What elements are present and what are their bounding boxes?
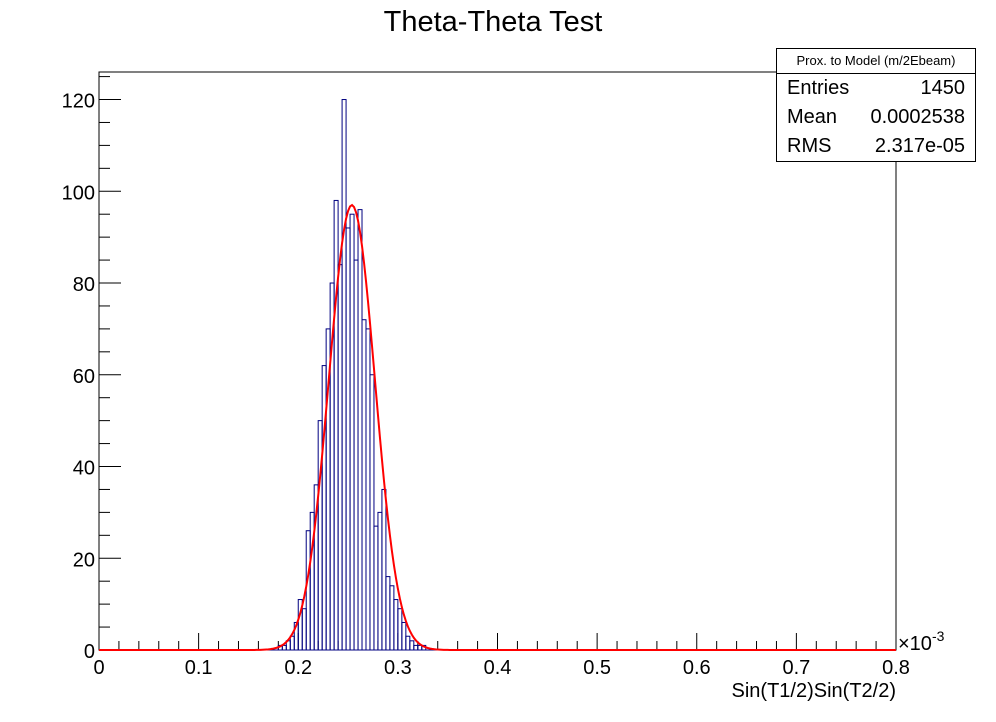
histogram-bin (389, 585, 395, 651)
histogram-bin (413, 644, 419, 651)
y-tick-label: 40 (73, 458, 95, 480)
histogram-bin (361, 319, 367, 651)
histogram-bin (397, 608, 403, 651)
x-tick-label: 0.4 (484, 657, 512, 679)
histogram-bin (289, 635, 295, 651)
histogram-bin (405, 635, 411, 651)
y-tick-label: 80 (73, 274, 95, 296)
y-tick-label: 20 (73, 549, 95, 571)
histogram-bin (393, 599, 399, 651)
histogram-bin (281, 644, 287, 651)
x-tick-label: 0.3 (384, 657, 412, 679)
stats-rms-label: RMS (787, 135, 832, 157)
histogram-bars (99, 99, 896, 651)
histogram-bin (305, 530, 311, 651)
histogram-bin (409, 640, 415, 651)
stats-row-entries: Entries 1450 (777, 74, 975, 103)
y-tick-label: 120 (62, 91, 95, 113)
histogram-bin (337, 264, 343, 651)
x-axis-ticks: 0 0.1 0.2 0.3 0.4 0.5 0.6 0.7 0.8 (93, 633, 910, 679)
x-tick-label: 0.7 (782, 657, 810, 679)
histogram-bin (345, 227, 351, 651)
stats-entries-value: 1450 (920, 77, 966, 99)
histogram-bin (381, 488, 387, 651)
chart-title: Theta-Theta Test (383, 6, 603, 38)
x-tick-label: 0.1 (185, 657, 213, 679)
x-tick-label: 0.2 (284, 657, 312, 679)
x-tick-label: 0.5 (583, 657, 611, 679)
stats-row-rms: RMS 2.317e-05 (777, 132, 975, 161)
fit-curve (99, 203, 896, 651)
x-tick-label: 0.8 (882, 657, 910, 679)
histogram-bin (301, 608, 307, 651)
y-tick-label: 0 (84, 641, 95, 663)
histogram-bin (385, 576, 391, 651)
histogram-bin (333, 199, 339, 651)
x-tick-label: 0.6 (683, 657, 711, 679)
histogram-bin (369, 374, 375, 651)
x-axis-multiplier-exponent: -3 (932, 628, 945, 644)
histogram-bin (357, 209, 363, 651)
stats-rms-value: 2.317e-05 (874, 135, 965, 157)
x-tick-label: 0 (93, 657, 104, 679)
histogram-bin (377, 511, 383, 651)
histogram-bin (365, 328, 371, 651)
histogram-bin (373, 525, 379, 651)
stats-mean-label: Mean (787, 106, 838, 128)
histogram-bin (349, 213, 355, 651)
histogram-bin (341, 99, 347, 651)
stats-row-mean: Mean 0.0002538 (777, 103, 975, 132)
histogram-bin (401, 621, 407, 651)
x-axis-multiplier: ×10-3 (898, 628, 945, 655)
y-tick-label: 60 (73, 366, 95, 388)
y-axis-ticks: 0 20 40 60 80 100 120 (62, 76, 121, 663)
histogram-bin (353, 259, 359, 651)
stats-entries-label: Entries (787, 77, 850, 99)
stats-mean-value: 0.0002538 (870, 106, 965, 128)
y-tick-label: 100 (62, 182, 95, 204)
stats-box: Prox. to Model (m/2Ebeam) Entries 1450 M… (776, 48, 976, 162)
stats-box-title: Prox. to Model (m/2Ebeam) (777, 49, 975, 74)
x-axis-label: Sin(T1/2)Sin(T2/2) (732, 680, 897, 702)
